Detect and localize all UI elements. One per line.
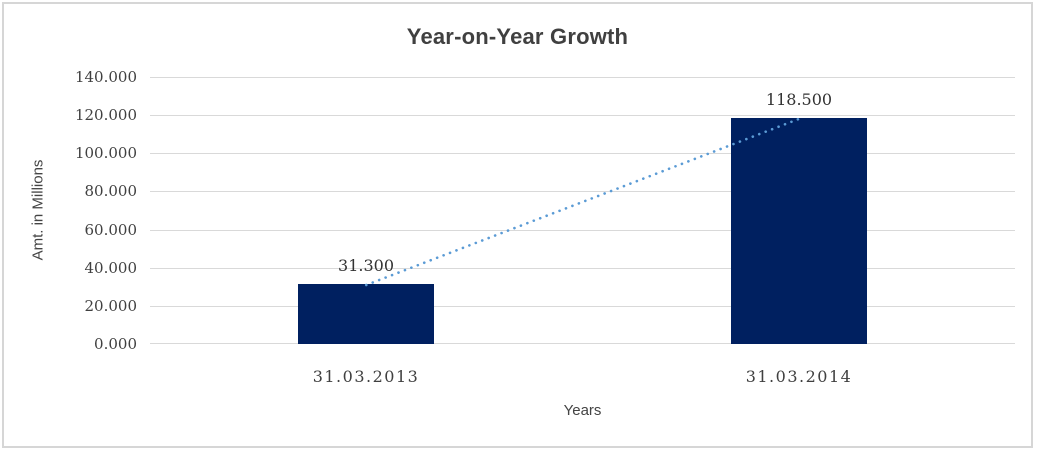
gridline — [150, 343, 1015, 344]
bar-31.03.2014 — [731, 118, 867, 344]
y-tick-label: 20.000 — [84, 297, 138, 315]
gridline — [150, 77, 1015, 78]
y-tick-label: 100.000 — [74, 144, 137, 162]
trendline — [364, 117, 801, 287]
x-tick-label: 31.03.2014 — [745, 367, 853, 386]
plot-area: 31.300 118.500 — [150, 77, 1015, 344]
x-axis-category-labels: 31.03.2013 31.03.2014 — [150, 364, 1015, 388]
bar-31.03.2013 — [298, 284, 434, 344]
x-axis-title: Years — [563, 402, 602, 419]
y-tick-label: 40.000 — [84, 259, 138, 277]
y-tick-label: 0.000 — [94, 335, 137, 353]
gridline — [150, 115, 1015, 116]
bar-value-label: 31.300 — [338, 256, 394, 275]
x-tick-label: 31.03.2013 — [312, 367, 420, 386]
bar-value-label: 118.500 — [765, 90, 833, 109]
y-tick-label: 120.000 — [74, 106, 137, 124]
y-tick-label: 80.000 — [84, 182, 138, 200]
gridline — [150, 306, 1015, 307]
y-tick-label: 140.000 — [74, 68, 137, 86]
y-axis-tick-labels: 140.000 120.000 100.000 80.000 60.000 40.000 2… — [4, 68, 138, 353]
gridline — [150, 268, 1015, 269]
gridline — [150, 153, 1015, 154]
gridline — [150, 191, 1015, 192]
chart-title: Year-on-Year Growth — [406, 24, 629, 49]
y-tick-label: 60.000 — [84, 221, 138, 239]
gridline — [150, 230, 1015, 231]
